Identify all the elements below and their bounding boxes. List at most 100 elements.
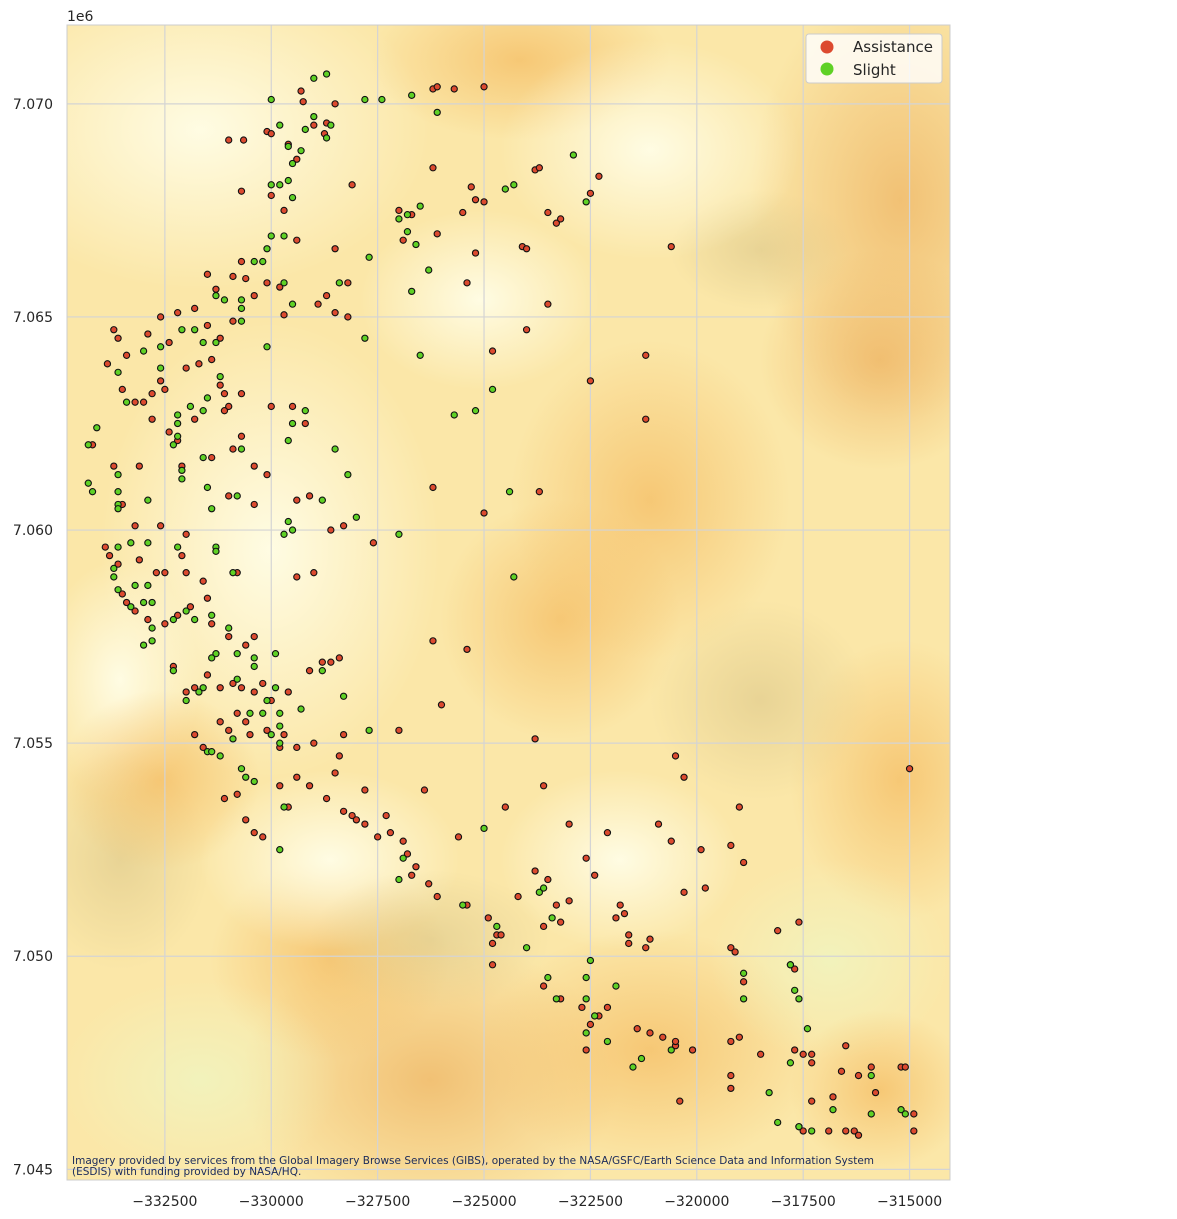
point-assistance: [165, 338, 173, 347]
point-assistance: [544, 208, 552, 217]
point-slight: [84, 479, 92, 487]
point-assistance: [480, 83, 488, 91]
point-assistance: [522, 326, 531, 334]
point-slight: [144, 496, 152, 504]
attribution-text: Imagery provided by services from the Gl…: [72, 1155, 877, 1178]
point-slight: [178, 326, 186, 334]
point-assistance: [220, 390, 229, 398]
point-assistance: [156, 522, 165, 530]
point-slight: [582, 1029, 590, 1037]
point-assistance: [386, 828, 395, 837]
point-assistance: [488, 939, 497, 948]
point-assistance: [191, 415, 199, 423]
x-axis-ticks: −332500 −330000 −327500 −325000 −322500 −3200…: [132, 1194, 942, 1210]
point-slight: [786, 1059, 795, 1067]
point-slight: [169, 615, 178, 624]
point-assistance: [829, 1093, 837, 1101]
point-assistance: [182, 530, 190, 538]
point-slight: [288, 193, 297, 202]
point-slight: [667, 1046, 675, 1054]
point-slight: [114, 505, 122, 513]
point-assistance: [625, 939, 633, 948]
point-assistance: [173, 611, 182, 619]
point-slight: [144, 539, 152, 547]
point-slight: [795, 995, 803, 1003]
point-assistance: [454, 833, 463, 841]
point-slight: [93, 424, 101, 432]
point-assistance: [203, 321, 212, 330]
point-assistance: [237, 432, 246, 440]
point-assistance: [101, 543, 109, 551]
point-assistance: [105, 551, 114, 560]
point-assistance: [837, 1067, 846, 1075]
point-assistance: [408, 871, 416, 879]
x-tick-label: −330000: [239, 1194, 304, 1210]
point-assistance: [676, 1097, 684, 1105]
point-assistance: [327, 658, 335, 666]
point-slight: [395, 215, 403, 223]
point-assistance: [242, 641, 250, 649]
point-assistance: [399, 236, 407, 244]
point-assistance: [216, 334, 224, 342]
point-assistance: [595, 172, 603, 180]
point-slight: [233, 492, 241, 500]
point-slight: [250, 662, 258, 671]
point-slight: [284, 436, 292, 445]
point-slight: [280, 279, 288, 287]
point-slight: [331, 445, 339, 453]
point-slight: [280, 530, 288, 538]
point-slight: [156, 364, 165, 372]
point-assistance: [339, 522, 348, 530]
point-slight: [637, 1054, 646, 1063]
point-slight: [276, 739, 284, 747]
point-slight: [301, 125, 309, 134]
point-slight: [242, 773, 250, 781]
point-assistance: [735, 1033, 744, 1041]
point-assistance: [263, 279, 271, 287]
point-assistance: [382, 811, 390, 820]
point-assistance: [586, 377, 595, 385]
point-assistance: [220, 794, 229, 803]
point-slight: [339, 692, 348, 700]
point-assistance: [216, 684, 224, 692]
point-assistance: [842, 1127, 850, 1135]
point-assistance: [701, 884, 709, 892]
point-slight: [225, 624, 233, 632]
point-slight: [276, 846, 284, 854]
point-assistance: [854, 1131, 863, 1139]
point-assistance: [910, 1110, 918, 1118]
point-assistance: [225, 632, 233, 641]
x-tick-label: −320000: [664, 1194, 729, 1210]
point-assistance: [335, 654, 343, 662]
point-assistance: [237, 187, 246, 195]
point-slight: [199, 407, 207, 415]
point-slight: [233, 649, 241, 658]
point-slight: [603, 1037, 612, 1046]
point-assistance: [182, 569, 190, 577]
point-assistance: [727, 1037, 735, 1046]
point-assistance: [208, 355, 216, 364]
point-slight: [510, 181, 518, 189]
point-assistance: [161, 569, 169, 577]
point-slight: [297, 705, 305, 713]
point-assistance: [582, 1046, 590, 1054]
x-tick-label: −322500: [558, 1194, 623, 1210]
point-assistance: [544, 300, 552, 308]
point-slight: [267, 181, 275, 189]
point-slight: [220, 296, 229, 304]
point-assistance: [471, 249, 480, 257]
point-assistance: [131, 522, 139, 530]
point-assistance: [225, 726, 233, 735]
point-slight: [263, 245, 271, 253]
point-assistance: [305, 667, 314, 675]
point-assistance: [578, 1003, 586, 1012]
point-assistance: [480, 509, 488, 517]
point-assistance: [165, 428, 173, 436]
point-slight: [212, 547, 220, 556]
point-assistance: [905, 765, 914, 773]
point-assistance: [552, 901, 561, 909]
point-assistance: [756, 1050, 765, 1058]
point-assistance: [310, 569, 318, 577]
point-slight: [412, 240, 420, 249]
point-slight: [416, 202, 424, 210]
